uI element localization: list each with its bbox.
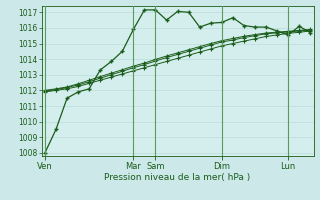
X-axis label: Pression niveau de la mer( hPa ): Pression niveau de la mer( hPa )	[104, 173, 251, 182]
